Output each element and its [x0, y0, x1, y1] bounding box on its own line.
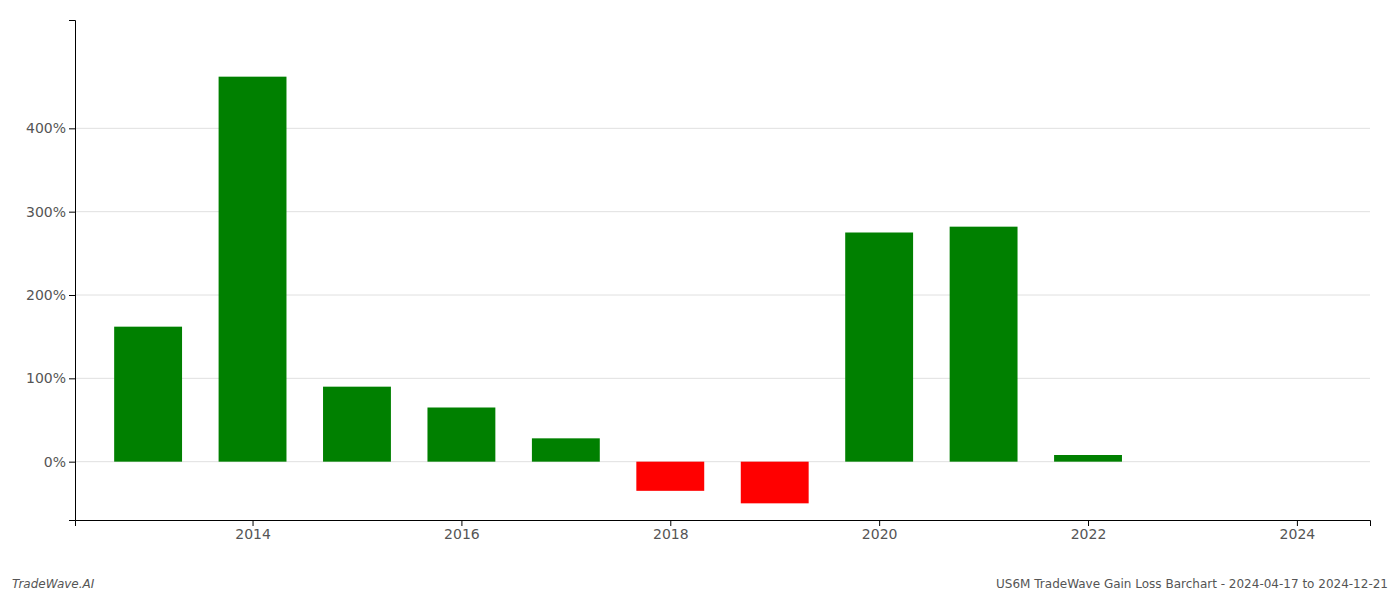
x-tick: 2014	[235, 520, 271, 542]
tick-mark	[69, 128, 75, 129]
bar	[1054, 455, 1122, 462]
x-tick: 2022	[1071, 520, 1107, 542]
bar	[427, 408, 495, 462]
tick-label: 200%	[26, 287, 66, 303]
y-tick: 400%	[26, 120, 75, 136]
bar	[1159, 461, 1227, 462]
bar	[532, 438, 600, 461]
tick-label: 2016	[444, 526, 480, 542]
bar	[114, 327, 182, 462]
footer: TradeWave.AI US6M TradeWave Gain Loss Bar…	[12, 577, 1388, 591]
tick-label: 100%	[26, 370, 66, 386]
bar	[950, 227, 1018, 462]
bars	[114, 77, 1122, 504]
tick-label: 0%	[44, 454, 66, 470]
tick-label: 400%	[26, 120, 66, 136]
bar	[845, 233, 913, 462]
x-tick: 2020	[862, 520, 898, 542]
x-tick: 2016	[444, 520, 480, 542]
annotation: TradeWave.AI	[12, 577, 95, 591]
tick-mark	[69, 212, 75, 213]
tick-label: 2024	[1280, 526, 1316, 542]
tick-label: 300%	[26, 204, 66, 220]
tick-label: 2022	[1071, 526, 1107, 542]
tick-mark	[69, 378, 75, 379]
x-axis: 2014 2016 2018 2020 2022 2024	[76, 520, 1371, 542]
y-tick: 100%	[26, 370, 75, 386]
x-tick: 2024	[1280, 520, 1316, 542]
tick-mark	[69, 295, 75, 296]
bar	[323, 387, 391, 462]
annotation: US6M TradeWave Gain Loss Barchart - 2024…	[996, 577, 1388, 591]
tick-label: 2014	[235, 526, 271, 542]
tick-label: 2018	[653, 526, 689, 542]
bar	[741, 462, 809, 504]
chart: 2014 2016 2018 2020 2022 2024 0% 100% 200% 300% 40…	[0, 0, 1400, 600]
y-tick: 300%	[26, 204, 75, 220]
tick-mark	[69, 462, 75, 463]
y-tick: 200%	[26, 287, 75, 303]
y-tick: 0%	[44, 454, 75, 470]
y-axis: 0% 100% 200% 300% 400%	[26, 21, 76, 521]
bar	[636, 462, 704, 491]
tick-label: 2020	[862, 526, 898, 542]
plot: 2014 2016 2018 2020 2022 2024 0% 100% 200% 300% 40…	[26, 21, 1371, 542]
axis-line	[69, 21, 76, 521]
x-tick: 2018	[653, 520, 689, 542]
bar	[219, 77, 287, 462]
